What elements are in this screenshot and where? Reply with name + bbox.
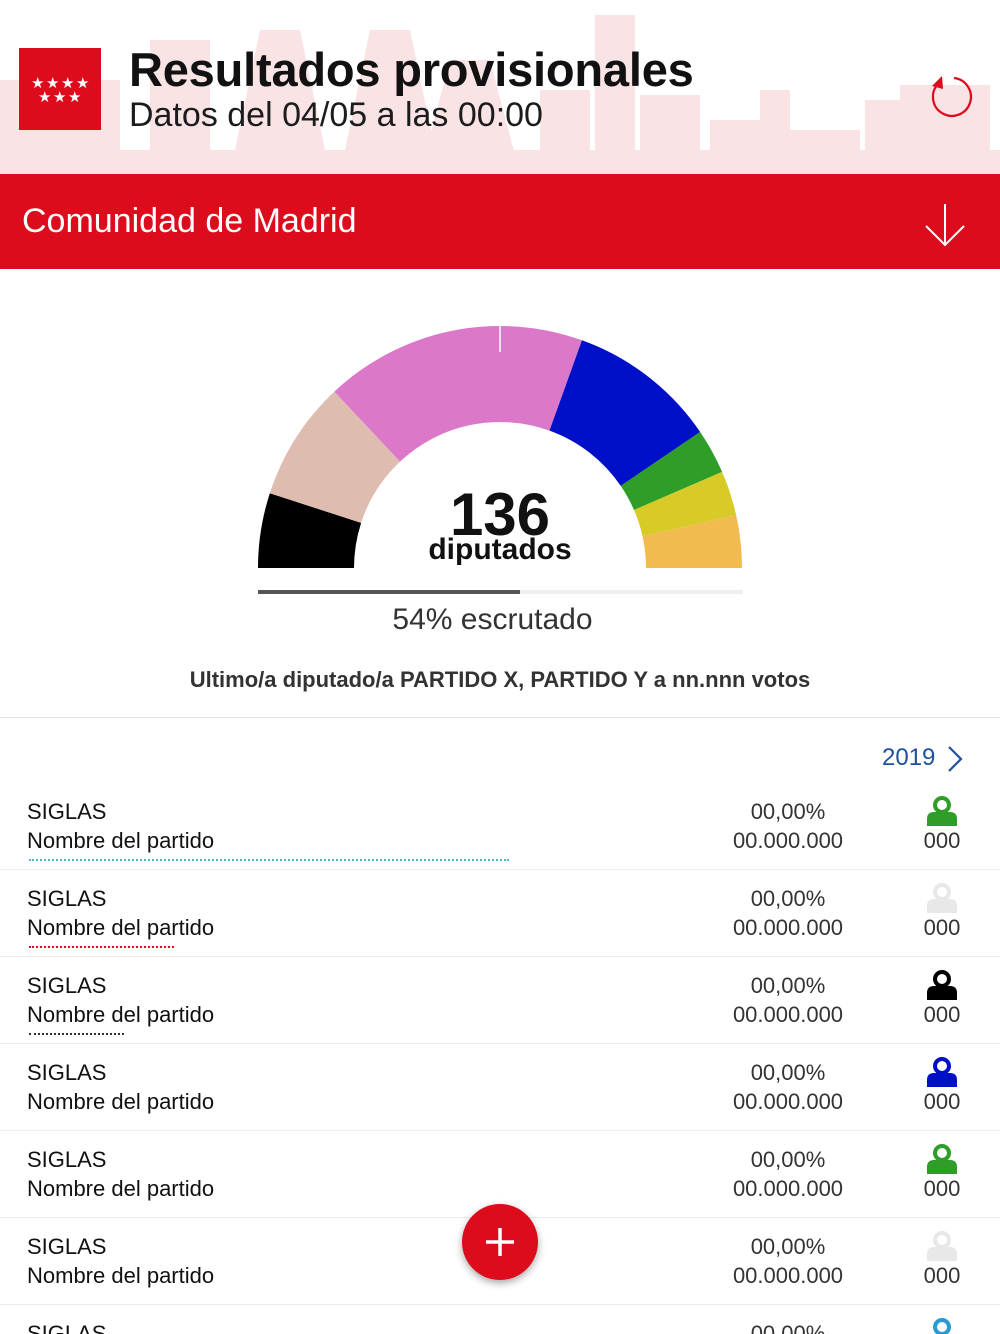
hemicycle-segment <box>620 431 723 511</box>
vote-percentage: 00,00% <box>750 1147 826 1172</box>
deputy-seat-icon <box>927 1231 957 1261</box>
party-acronym: SIGLAS <box>27 886 107 911</box>
deputy-seat-icon <box>927 796 957 826</box>
party-row[interactable]: SIGLAS Nombre del partido 00,00% 00.000.000… <box>0 1218 1000 1305</box>
party-vote-bar <box>29 946 174 948</box>
hemicycle-segment <box>334 326 582 462</box>
page-title: Resultados provisionales <box>129 43 694 96</box>
svg-text:★: ★ <box>31 74 44 92</box>
vote-count: 00.000.000 <box>732 1089 844 1114</box>
party-name: Nombre del partido <box>27 915 215 940</box>
party-row[interactable]: SIGLAS Nombre del partido 00,00% 00.000.000… <box>0 870 1000 957</box>
hemicycle-segment <box>642 515 742 568</box>
comunidad-madrid-logo: ★ ★ ★ ★ ★ ★ ★ <box>19 48 101 130</box>
svg-text:★: ★ <box>76 74 89 92</box>
svg-text:★: ★ <box>53 88 66 106</box>
vote-count: 00.000.000 <box>732 1263 844 1288</box>
last-seat-info: Ultimo/a diputado/a PARTIDO X, PARTIDO Y… <box>189 667 811 692</box>
party-acronym: SIGLAS <box>27 1321 107 1334</box>
svg-text:★: ★ <box>38 88 51 106</box>
party-name: Nombre del partido <box>27 1002 215 1027</box>
refresh-icon[interactable] <box>926 72 976 122</box>
seat-count: 000 <box>923 1176 961 1201</box>
seat-count: 000 <box>923 828 961 853</box>
party-vote-bar <box>29 859 509 861</box>
seat-count: 000 <box>923 1089 961 1114</box>
scrutiny-progress-bar <box>258 590 743 594</box>
svg-text:★: ★ <box>61 74 74 92</box>
vote-count: 00.000.000 <box>732 915 844 940</box>
deputy-seat-icon <box>927 1057 957 1087</box>
party-vote-bar <box>29 1033 124 1035</box>
vote-percentage: 00,00% <box>750 1060 826 1085</box>
city-skyline-background <box>0 15 1000 174</box>
scrutiny-progress-fill <box>258 590 520 594</box>
hemicycle-segment <box>633 471 737 537</box>
vote-count: 00.000.000 <box>732 1002 844 1027</box>
divider <box>0 717 1000 718</box>
region-selector[interactable]: Comunidad de Madrid <box>0 174 1000 269</box>
arrow-down-icon[interactable] <box>922 200 968 250</box>
hemicycle-chart <box>258 326 742 568</box>
year-link[interactable]: 2019 <box>882 744 936 771</box>
vote-percentage: 00,00% <box>750 1321 826 1334</box>
deputy-seat-icon <box>933 1318 951 1334</box>
party-acronym: SIGLAS <box>27 973 107 998</box>
party-row[interactable]: SIGLAS Nombre del partido 00,00% 00.000.000… <box>0 783 1000 870</box>
header: ★ ★ ★ ★ ★ ★ ★ Resultados provisionales Datos … <box>0 0 1000 174</box>
stars-icon: ★ ★ ★ ★ ★ ★ ★ <box>31 74 89 106</box>
scrutiny-text: 54% escrutado <box>392 603 593 636</box>
party-name: Nombre del partido <box>27 1089 215 1114</box>
party-row[interactable]: SIGLAS 00,00% <box>0 1305 1000 1334</box>
party-acronym: SIGLAS <box>27 1234 107 1259</box>
party-acronym: SIGLAS <box>27 1060 107 1085</box>
vote-percentage: 00,00% <box>750 1234 826 1259</box>
deputy-seat-icon <box>927 970 957 1000</box>
plus-icon <box>486 1228 514 1256</box>
party-acronym: SIGLAS <box>27 799 107 824</box>
svg-text:★: ★ <box>46 74 59 92</box>
region-name: Comunidad de Madrid <box>22 202 357 240</box>
vote-count: 00.000.000 <box>732 828 844 853</box>
party-row[interactable]: SIGLAS Nombre del partido 00,00% 00.000.000… <box>0 957 1000 1044</box>
party-name: Nombre del partido <box>27 1263 215 1288</box>
hemicycle-segment <box>258 493 362 568</box>
party-row[interactable]: SIGLAS Nombre del partido 00,00% 00.000.000… <box>0 1044 1000 1131</box>
total-seats: 136 <box>449 481 551 548</box>
vote-count: 00.000.000 <box>732 1176 844 1201</box>
seat-count: 000 <box>923 1002 961 1027</box>
vote-percentage: 00,00% <box>750 886 826 911</box>
vote-percentage: 00,00% <box>750 799 826 824</box>
party-name: Nombre del partido <box>27 1176 215 1201</box>
hemicycle-segment <box>269 391 401 523</box>
deputy-seat-icon <box>927 1144 957 1174</box>
seat-count: 000 <box>923 915 961 940</box>
seats-label: diputados <box>428 533 572 566</box>
svg-text:★: ★ <box>68 88 81 106</box>
add-button[interactable] <box>462 1204 538 1280</box>
chevron-right-icon[interactable] <box>946 745 964 773</box>
party-name: Nombre del partido <box>27 828 215 853</box>
party-acronym: SIGLAS <box>27 1147 107 1172</box>
hemicycle-segment <box>549 340 701 486</box>
data-timestamp: Datos del 04/05 a las 00:00 <box>129 96 543 134</box>
vote-percentage: 00,00% <box>750 973 826 998</box>
seat-count: 000 <box>923 1263 961 1288</box>
deputy-seat-icon <box>927 883 957 913</box>
